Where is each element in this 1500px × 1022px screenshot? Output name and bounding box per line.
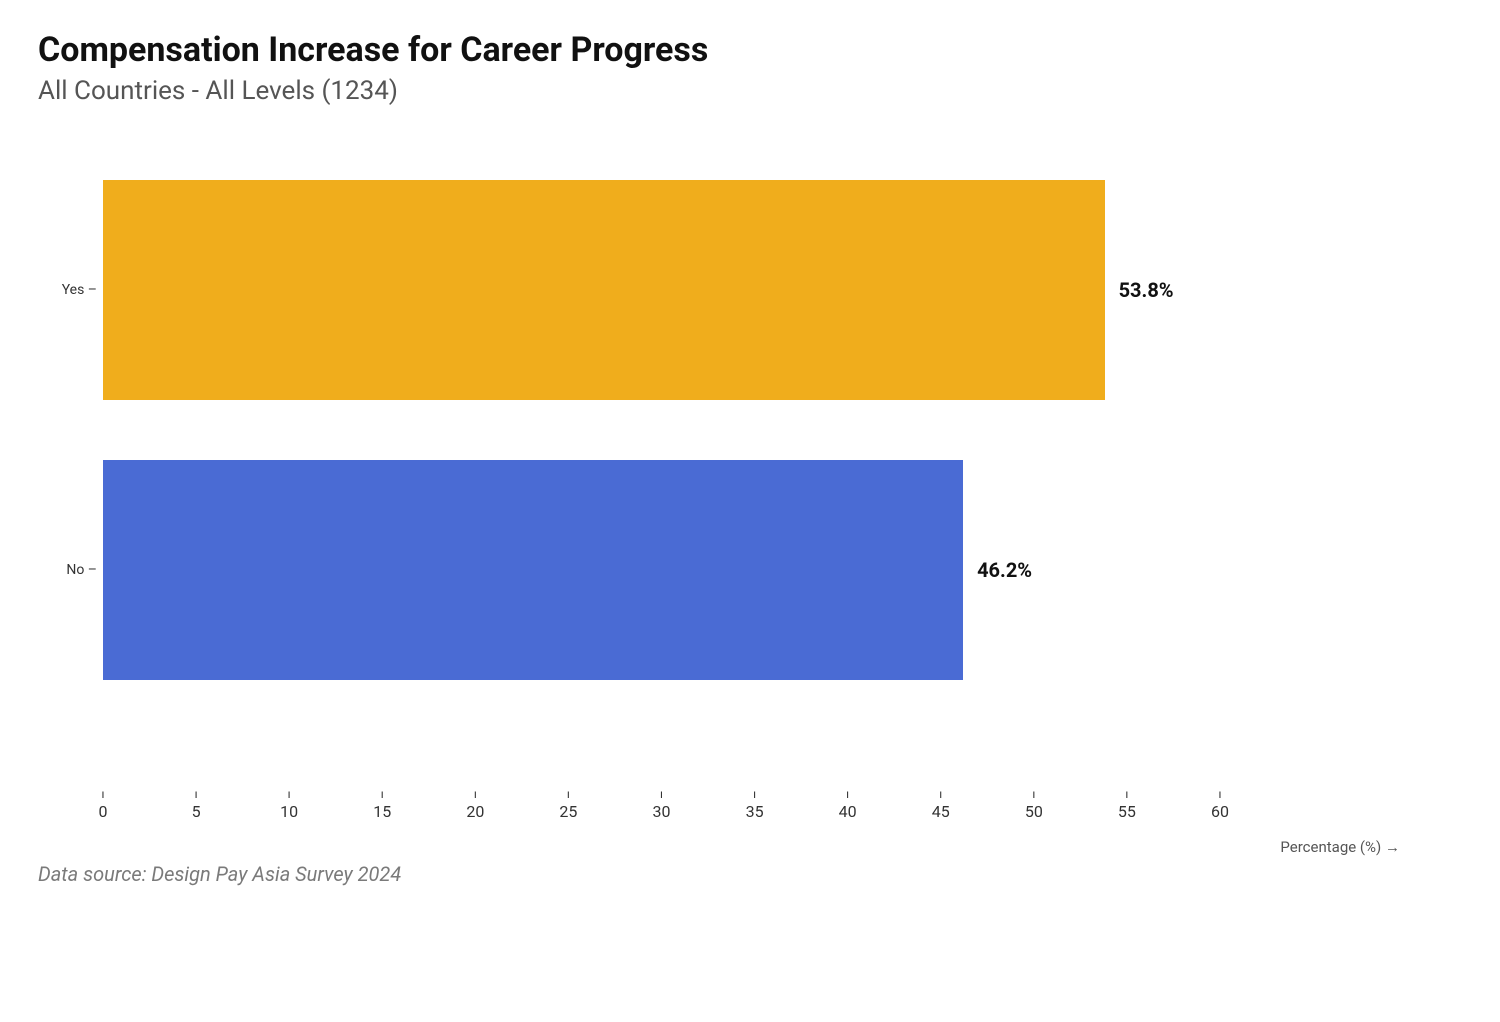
x-tick: ı0 <box>99 790 108 821</box>
x-tick: ı 55 <box>1118 790 1136 821</box>
x-axis: ı0ı5ı10ı15ı20ı25ı30ı35ı40ı45ı50ı55ı60 <box>103 790 1220 830</box>
bar-value-label: 46.2% <box>963 558 1032 582</box>
chart-container: Compensation Increase for Career Progres… <box>0 0 1500 1022</box>
x-tick-mark: ı <box>192 790 201 798</box>
x-tick: ı5 <box>192 790 201 821</box>
x-tick-label: 40 <box>839 802 857 821</box>
x-tick: ı 35 <box>746 790 764 821</box>
x-tick-mark: ı <box>1118 790 1136 798</box>
x-tick-label: 10 <box>280 802 298 821</box>
x-tick-label: 0 <box>99 802 108 821</box>
x-tick-mark: ı <box>746 790 764 798</box>
x-tick-label: 55 <box>1118 802 1136 821</box>
bar-value-label: 53.8% <box>1105 278 1174 302</box>
x-tick: ı 45 <box>932 790 950 821</box>
bar <box>103 460 963 680</box>
bar <box>103 180 1105 400</box>
x-tick-mark: ı <box>466 790 484 798</box>
bar-wrap: Yes –53.8% <box>103 180 1220 400</box>
x-tick: ı 50 <box>1025 790 1043 821</box>
chart-subtitle: All Countries - All Levels (1234) <box>38 76 1462 106</box>
bar-row: Yes –53.8% <box>103 180 1220 400</box>
x-tick-mark: ı <box>280 790 298 798</box>
x-tick-label: 35 <box>746 802 764 821</box>
x-tick-label: 20 <box>466 802 484 821</box>
x-tick: ı 20 <box>466 790 484 821</box>
x-tick-label: 50 <box>1025 802 1043 821</box>
x-tick-mark: ı <box>559 790 577 798</box>
chart-title: Compensation Increase for Career Progres… <box>38 30 1462 70</box>
x-tick: ı 10 <box>280 790 298 821</box>
x-tick-label: 30 <box>653 802 671 821</box>
x-tick: ı 30 <box>653 790 671 821</box>
x-tick-mark: ı <box>653 790 671 798</box>
x-tick: ı 60 <box>1211 790 1229 821</box>
data-source-note: Data source: Design Pay Asia Survey 2024 <box>38 862 401 886</box>
x-tick-mark: ı <box>839 790 857 798</box>
x-tick-label: 5 <box>192 802 201 821</box>
x-tick: ı 15 <box>373 790 391 821</box>
x-tick-label: 25 <box>559 802 577 821</box>
bar-wrap: No –46.2% <box>103 460 1220 680</box>
x-tick-mark: ı <box>1211 790 1229 798</box>
chart-plot-area: Yes –53.8% No –46.2% <box>103 180 1220 770</box>
x-tick-mark: ı <box>99 790 108 798</box>
category-label: Yes – <box>62 282 103 298</box>
x-tick-label: 45 <box>932 802 950 821</box>
x-tick-mark: ı <box>373 790 391 798</box>
category-label: No – <box>66 562 103 578</box>
x-tick: ı 40 <box>839 790 857 821</box>
x-tick-mark: ı <box>932 790 950 798</box>
x-tick-label: 60 <box>1211 802 1229 821</box>
x-tick: ı 25 <box>559 790 577 821</box>
x-tick-label: 15 <box>373 802 391 821</box>
x-axis-label: Percentage (%) → <box>1280 838 1400 856</box>
x-tick-mark: ı <box>1025 790 1043 798</box>
bar-row: No –46.2% <box>103 460 1220 680</box>
